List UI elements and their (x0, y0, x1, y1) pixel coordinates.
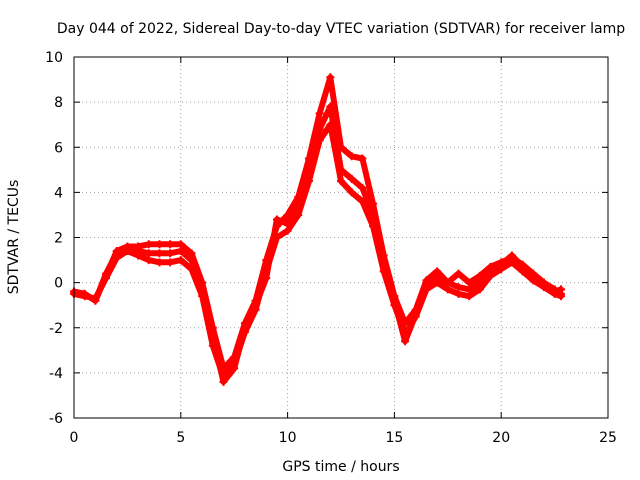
data-point-marker (166, 258, 175, 267)
data-point-marker (358, 154, 367, 163)
y-tick-label: -4 (49, 366, 63, 382)
data-point-marker (166, 249, 175, 258)
data-point-marker (144, 256, 153, 265)
data-point-marker (497, 260, 506, 269)
data-point-marker (454, 289, 463, 298)
y-tick-label: -6 (49, 411, 63, 427)
data-point-marker (443, 278, 452, 287)
data-point-marker (347, 174, 356, 183)
y-axis-label: SDTVAR / TECUs (6, 180, 22, 295)
data-point-marker (337, 177, 345, 186)
data-point-marker (176, 256, 185, 265)
data-point-marker (347, 152, 356, 161)
data-point-marker (337, 165, 345, 174)
data-point-marker (326, 102, 335, 111)
y-tick-label: 10 (45, 50, 63, 66)
data-point-marker (454, 269, 463, 278)
data-point-marker (80, 289, 89, 298)
x-tick-label: 0 (70, 430, 79, 446)
x-tick-label: 10 (279, 430, 297, 446)
data-point-marker (507, 251, 516, 260)
data-point-marker (294, 201, 303, 210)
data-point-marker (304, 165, 313, 174)
data-point-marker (539, 280, 548, 289)
data-point-marker (230, 364, 239, 373)
data-point-marker (134, 247, 143, 256)
y-tick-label: 8 (54, 95, 63, 111)
y-tick-label: -2 (49, 321, 63, 337)
data-point-marker (176, 240, 185, 249)
data-point-marker (475, 278, 484, 287)
x-tick-label: 15 (385, 430, 403, 446)
y-tick-label: 2 (54, 231, 63, 247)
data-point-marker (465, 278, 474, 287)
chart-title: Day 044 of 2022, Sidereal Day-to-day VTE… (57, 21, 625, 37)
x-tick-label: 5 (176, 430, 185, 446)
data-point-marker (283, 219, 292, 228)
data-point-marker (315, 109, 324, 118)
data-point-marker (358, 183, 367, 192)
data-point-marker (390, 296, 399, 305)
data-point-marker (433, 278, 442, 287)
data-point-marker (422, 280, 431, 289)
data-point-marker (465, 292, 474, 301)
data-point-marker (155, 240, 164, 249)
data-point-marker (219, 377, 228, 386)
data-point-marker (262, 274, 271, 283)
data-point-marker (379, 260, 388, 269)
tick-label-layer: 0 5 10 15 20 25 -6 -4 -2 0 2 4 6 8 10 (45, 50, 617, 446)
data-point-marker (176, 247, 185, 256)
data-point-marker (315, 125, 324, 134)
data-point-marker (208, 332, 217, 341)
data-point-marker (240, 323, 249, 332)
series-track-3 (70, 102, 566, 386)
data-point-marker (251, 301, 260, 310)
data-point-marker (112, 249, 121, 258)
data-point-marker (454, 283, 463, 292)
data-point-marker (198, 285, 207, 294)
data-point-marker (475, 285, 484, 294)
data-point-marker (401, 337, 410, 346)
data-point-marker (465, 285, 474, 294)
series-line (71, 74, 564, 372)
series-layer (70, 73, 566, 386)
data-point-marker (155, 258, 164, 267)
data-point-marker (550, 287, 559, 296)
data-point-marker (529, 271, 538, 280)
x-axis-label: GPS time / hours (282, 459, 399, 475)
data-point-marker (187, 249, 196, 258)
data-point-marker (144, 249, 153, 258)
data-point-marker (369, 210, 378, 219)
data-point-marker (91, 296, 100, 305)
data-point-marker (166, 240, 175, 249)
y-tick-label: 6 (54, 140, 63, 156)
data-point-marker (283, 226, 292, 235)
tick-layer (73, 56, 609, 419)
data-point-marker (433, 271, 442, 280)
grid-layer (74, 57, 608, 418)
data-point-marker (155, 249, 164, 258)
data-point-marker (411, 310, 420, 319)
x-tick-label: 25 (599, 430, 617, 446)
x-tick-label: 20 (492, 430, 510, 446)
data-point-marker (557, 292, 566, 301)
data-point-marker (326, 73, 335, 82)
data-point-marker (557, 285, 566, 294)
data-point-marker (486, 267, 495, 276)
data-point-marker (518, 262, 527, 271)
data-point-marker (347, 188, 356, 197)
data-point-marker (102, 269, 111, 278)
data-point-marker (123, 244, 132, 253)
data-point-marker (187, 256, 196, 265)
data-point-marker (144, 240, 153, 249)
y-tick-label: 4 (54, 185, 63, 201)
data-point-marker (443, 285, 452, 294)
y-tick-label: 0 (54, 276, 63, 292)
data-point-marker (272, 215, 281, 224)
